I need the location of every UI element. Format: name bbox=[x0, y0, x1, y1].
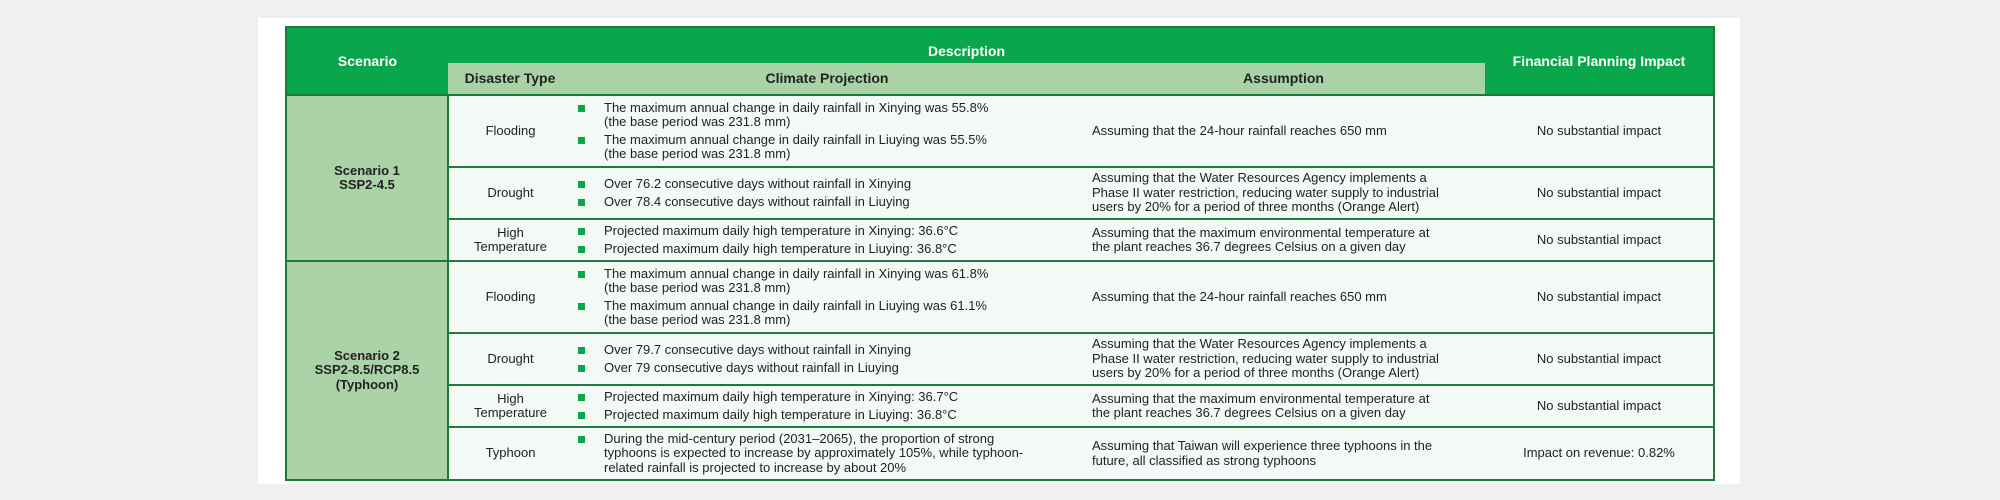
disaster-type: Flooding bbox=[448, 261, 572, 334]
square-bullet-icon bbox=[578, 347, 585, 354]
scenario-label: Scenario 2 SSP2-8.5/RCP8.5 (Typhoon) bbox=[285, 261, 449, 481]
assumption: Assuming that the maximum environmental … bbox=[1082, 385, 1485, 428]
square-bullet-icon bbox=[578, 394, 585, 401]
scenario-label: Scenario 1 SSP2-4.5 bbox=[285, 95, 449, 262]
projection-bullet: During the mid-century period (2031–2065… bbox=[572, 431, 1082, 476]
square-bullet-icon bbox=[578, 181, 585, 188]
square-bullet-icon bbox=[578, 198, 585, 206]
header-disaster-type: Disaster Type bbox=[448, 60, 572, 96]
projection-bullet: The maximum annual change in daily rainf… bbox=[572, 266, 1082, 296]
header-financial-impact: Financial Planning Impact bbox=[1485, 26, 1715, 96]
climate-projection: Over 76.2 consecutive days without rainf… bbox=[572, 167, 1082, 220]
projection-bullet: Over 76.2 consecutive days without rainf… bbox=[572, 176, 1082, 192]
projection-bullet: The maximum annual change in daily rainf… bbox=[572, 298, 1082, 328]
header-scenario: Scenario bbox=[285, 26, 448, 96]
projection-bullet: Over 78.4 consecutive days without rainf… bbox=[572, 194, 1082, 210]
assumption: Assuming that the 24-hour rainfall reach… bbox=[1082, 261, 1485, 334]
climate-projection: Projected maximum daily high temperature… bbox=[572, 219, 1082, 262]
table-row: Typhoon During the mid-century period (2… bbox=[286, 427, 1715, 481]
projection-bullet: Projected maximum daily high temperature… bbox=[572, 223, 1082, 239]
assumption: Assuming that the maximum environmental … bbox=[1082, 219, 1485, 262]
disaster-type: Drought bbox=[448, 167, 572, 220]
climate-projection: Over 79.7 consecutive days without rainf… bbox=[572, 333, 1082, 386]
projection-bullet: Over 79.7 consecutive days without rainf… bbox=[572, 342, 1082, 358]
financial-impact: No substantial impact bbox=[1485, 167, 1715, 220]
disaster-type: Drought bbox=[448, 333, 572, 386]
projection-bullet: Projected maximum daily high temperature… bbox=[572, 241, 1082, 257]
assumption: Assuming that Taiwan will experience thr… bbox=[1082, 427, 1485, 481]
projection-bullet: Projected maximum daily high temperature… bbox=[572, 407, 1082, 423]
square-bullet-icon bbox=[578, 245, 585, 253]
financial-impact: No substantial impact bbox=[1485, 95, 1715, 168]
table-row: Scenario 2 SSP2-8.5/RCP8.5 (Typhoon) Flo… bbox=[285, 261, 1715, 481]
projection-bullet: Projected maximum daily high temperature… bbox=[572, 389, 1082, 405]
disaster-type: High Temperature bbox=[448, 385, 572, 428]
header-description: Description bbox=[448, 26, 1485, 62]
table-row: Scenario 1 SSP2-4.5 Flooding The maximum… bbox=[285, 95, 1715, 262]
projection-bullet: Over 79 consecutive days without rainfal… bbox=[572, 360, 1082, 376]
header-climate-projection: Climate Projection bbox=[572, 60, 1082, 96]
document-page: Scenario Description Financial Planning … bbox=[258, 18, 1740, 484]
square-bullet-icon bbox=[578, 411, 585, 419]
financial-impact: No substantial impact bbox=[1485, 385, 1715, 428]
financial-impact: No substantial impact bbox=[1485, 219, 1715, 262]
climate-scenario-table: Scenario Description Financial Planning … bbox=[285, 26, 1715, 481]
disaster-type: Flooding bbox=[448, 95, 572, 168]
projection-bullet: The maximum annual change in daily rainf… bbox=[572, 132, 1082, 162]
assumption: Assuming that the Water Resources Agency… bbox=[1082, 333, 1485, 386]
table-row: Drought Over 79.7 consecutive days witho… bbox=[286, 333, 1715, 386]
projection-bullet: The maximum annual change in daily rainf… bbox=[572, 100, 1082, 130]
climate-projection: The maximum annual change in daily rainf… bbox=[572, 261, 1082, 334]
assumption: Assuming that the Water Resources Agency… bbox=[1082, 167, 1485, 220]
climate-projection: Projected maximum daily high temperature… bbox=[572, 385, 1082, 428]
square-bullet-icon bbox=[578, 270, 585, 278]
square-bullet-icon bbox=[578, 364, 585, 372]
square-bullet-icon bbox=[578, 104, 585, 112]
disaster-type: High Temperature bbox=[448, 219, 572, 262]
header-assumption: Assumption bbox=[1082, 60, 1485, 96]
square-bullet-icon bbox=[578, 136, 585, 144]
financial-impact: Impact on revenue: 0.82% bbox=[1485, 427, 1715, 481]
climate-projection: The maximum annual change in daily rainf… bbox=[572, 95, 1082, 168]
square-bullet-icon bbox=[578, 302, 585, 310]
square-bullet-icon bbox=[578, 228, 585, 235]
disaster-type: Typhoon bbox=[448, 427, 572, 481]
climate-projection: During the mid-century period (2031–2065… bbox=[572, 427, 1082, 481]
table-row: High Temperature Projected maximum daily… bbox=[286, 219, 1715, 262]
table-row: Drought Over 76.2 consecutive days witho… bbox=[286, 167, 1715, 220]
financial-impact: No substantial impact bbox=[1485, 261, 1715, 334]
financial-impact: No substantial impact bbox=[1485, 333, 1715, 386]
assumption: Assuming that the 24-hour rainfall reach… bbox=[1082, 95, 1485, 168]
table-row: High Temperature Projected maximum daily… bbox=[286, 385, 1715, 428]
square-bullet-icon bbox=[578, 435, 585, 443]
